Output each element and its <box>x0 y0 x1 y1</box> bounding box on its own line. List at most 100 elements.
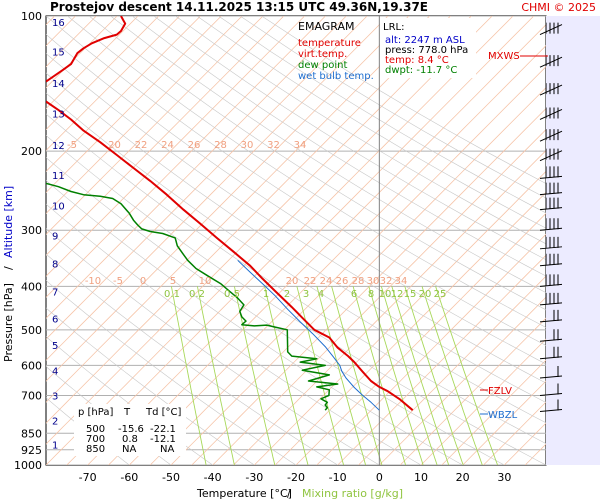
mixing-ratio-label-0: 0.1 <box>164 289 180 300</box>
isotherm-label-lower-0: -10 <box>85 276 101 287</box>
altitude-label-13: 13 <box>52 110 65 121</box>
altitude-label-10: 10 <box>52 201 65 212</box>
mixing-ratio-label-11: 15 <box>404 289 417 300</box>
x-tick--20: -20 <box>287 471 305 484</box>
lrl-title: LRL: <box>383 22 404 33</box>
mixing-ratio-label-13: 25 <box>434 289 447 300</box>
y-tick-700: 700 <box>21 389 42 402</box>
mixing-ratio-label-12: 20 <box>419 289 432 300</box>
x-tick--60: -60 <box>120 471 138 484</box>
isotherm-label-upper-8: 34 <box>294 140 307 151</box>
y-tick-100: 100 <box>21 10 42 23</box>
x-tick-10: 10 <box>414 471 428 484</box>
altitude-label-9: 9 <box>52 231 58 242</box>
x-tick-0: 0 <box>376 471 383 484</box>
altitude-label-16: 16 <box>52 18 65 29</box>
copyright-text: CHMI © 2025 <box>521 1 596 14</box>
mixing-ratio-label-4: 2 <box>284 289 290 300</box>
isotherm-label-lower-10: 30 <box>367 276 380 287</box>
wbzl-marker: WBZL <box>488 410 518 421</box>
y-tick-300: 300 <box>21 224 42 237</box>
mixing-ratio-label-7: 6 <box>351 289 357 300</box>
chart-header: Prostejov descent 14.11.2025 13:15 UTC 4… <box>50 0 428 14</box>
x-tick--50: -50 <box>162 471 180 484</box>
altitude-label-1: 1 <box>52 440 58 451</box>
isotherm-label-lower-5: 20 <box>286 276 299 287</box>
levels-table-p-2: 850 <box>86 444 105 455</box>
levels-table-head-t: T <box>123 407 131 418</box>
mxws-marker: MXWS <box>488 51 520 62</box>
altitude-label-15: 15 <box>52 48 65 59</box>
x-axis-title-mixing: Mixing ratio [g/kg] <box>302 487 403 500</box>
legend-virt-temp: virt.temp. <box>298 49 347 60</box>
isotherm-label-lower-2: 0 <box>140 276 146 287</box>
y-axis-title-sep: / <box>2 266 15 270</box>
y-tick-400: 400 <box>21 280 42 293</box>
y-tick-1000: 1000 <box>14 459 42 472</box>
levels-table-td-2: NA <box>160 444 174 455</box>
isotherm-label-lower-8: 26 <box>336 276 349 287</box>
isotherm-label-upper-0: -5 <box>67 140 77 151</box>
x-tick--30: -30 <box>245 471 263 484</box>
y-axis-title-group: Pressure [hPa] / Altitude [km] <box>2 186 15 362</box>
y-tick-600: 600 <box>21 359 42 372</box>
altitude-label-11: 11 <box>52 171 65 182</box>
altitude-label-2: 2 <box>52 416 58 427</box>
legend-title: EMAGRAM <box>298 20 355 33</box>
y-axis-title: Pressure [hPa] <box>2 283 15 362</box>
mixing-ratio-label-5: 3 <box>303 289 309 300</box>
mixing-ratio-label-2: 0.5 <box>224 289 240 300</box>
altitude-label-12: 12 <box>52 141 65 152</box>
altitude-label-3: 3 <box>52 392 58 403</box>
isotherm-label-lower-7: 24 <box>320 276 333 287</box>
altitude-label-6: 6 <box>52 315 58 326</box>
levels-table-t-2: NA <box>122 444 136 455</box>
mixing-ratio-label-8: 8 <box>368 289 374 300</box>
isotherm-label-lower-1: -5 <box>113 276 123 287</box>
isotherm-label-lower-6: 22 <box>304 276 317 287</box>
x-axis-title: Temperature [°C] <box>196 487 292 500</box>
altitude-label-7: 7 <box>52 288 58 299</box>
mixing-ratio-label-10: 12 <box>391 289 404 300</box>
isotherm-label-upper-2: 22 <box>135 140 148 151</box>
mixing-ratio-label-6: 4 <box>318 289 324 300</box>
isotherm-label-lower-9: 28 <box>352 276 365 287</box>
isotherm-label-lower-4: 10 <box>199 276 212 287</box>
x-tick--10: -10 <box>329 471 347 484</box>
y-tick-850: 850 <box>21 427 42 440</box>
altitude-label-5: 5 <box>52 341 58 352</box>
altitude-label-4: 4 <box>52 367 58 378</box>
isotherm-label-upper-5: 28 <box>214 140 227 151</box>
legend-dew-point: dew point <box>298 60 347 71</box>
y-tick-925: 925 <box>21 444 42 457</box>
legend-wet-bulb: wet bulb temp. <box>298 71 374 82</box>
x-axis-title-sep: / <box>287 487 291 500</box>
mixing-ratio-label-3: 1 <box>263 289 269 300</box>
legend-temperature: temperature <box>298 38 361 49</box>
x-tick-20: 20 <box>456 471 470 484</box>
x-tick--40: -40 <box>204 471 222 484</box>
altitude-label-8: 8 <box>52 260 58 271</box>
x-tick-30: 30 <box>497 471 511 484</box>
y-axis-title-altitude: Altitude [km] <box>2 186 15 258</box>
mixing-ratio-label-9: 10 <box>379 289 392 300</box>
levels-table-head-td: Td [°C] <box>145 407 182 418</box>
isotherm-label-upper-1: 20 <box>108 140 121 151</box>
fzlv-marker: FZLV <box>488 386 512 397</box>
y-tick-200: 200 <box>21 145 42 158</box>
levels-table-head-p: p [hPa] <box>78 407 113 418</box>
isotherm-label-lower-3: 5 <box>170 276 176 287</box>
isotherm-label-upper-7: 32 <box>267 140 280 151</box>
x-tick--70: -70 <box>79 471 97 484</box>
lrl-dwpt: dwpt: -11.7 °C <box>385 65 457 76</box>
altitude-label-14: 14 <box>52 79 65 90</box>
isotherm-label-upper-4: 26 <box>188 140 201 151</box>
isotherm-label-lower-11: 32 <box>380 276 393 287</box>
isotherm-label-lower-12: 34 <box>395 276 408 287</box>
isotherm-label-upper-6: 30 <box>241 140 254 151</box>
y-tick-500: 500 <box>21 324 42 337</box>
isotherm-label-upper-3: 24 <box>161 140 174 151</box>
mixing-ratio-label-1: 0.2 <box>189 289 205 300</box>
